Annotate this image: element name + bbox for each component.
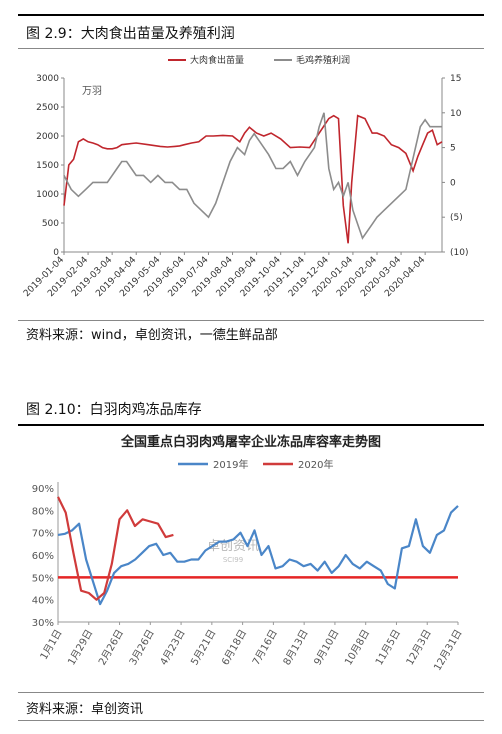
bottom-rule <box>18 720 484 721</box>
y-tick-label: 90% <box>32 484 54 495</box>
y-tick-label: 60% <box>32 551 54 562</box>
y-left-tick-label: 2000 <box>36 132 59 142</box>
y-right-tick-label: 0 <box>450 178 456 188</box>
series-line-profit <box>63 112 442 240</box>
y-left-tick-label: 1500 <box>36 161 59 171</box>
y-right-tick-label: 15 <box>450 74 461 84</box>
x-tick-label: 1月1日 <box>38 628 65 662</box>
chart-panel-2: 图 2.10：白羽肉鸡冻品库存 全国重点白羽肉鸡屠宰企业冻品库容率走势图 2019… <box>18 390 484 722</box>
chart-title: 全国重点白羽肉鸡屠宰企业冻品库容率走势图 <box>120 434 381 450</box>
legend-label-2019: 2019年 <box>213 458 248 471</box>
title-rule <box>18 48 484 49</box>
chart-panel-1: 图 2.9：大肉食出苗量及养殖利润 0 500 1000 1500 2000 2500 30… <box>18 14 484 354</box>
series-line-sprouts <box>63 114 443 244</box>
y-tick-label: 50% <box>32 573 54 584</box>
y-left-tick-label: 2500 <box>36 103 59 113</box>
y-right-tick-label: 10 <box>450 109 462 119</box>
x-tick-label: 7月16日 <box>250 628 280 668</box>
legend-label-2020: 2020年 <box>298 458 333 471</box>
y-tick-label: 80% <box>32 506 54 517</box>
x-tick-label: 10月8日 <box>342 628 372 668</box>
legend-label-sprouts: 大肉食出苗量 <box>190 54 244 66</box>
y-left-tick-label: 1000 <box>36 190 59 200</box>
y-tick-label: 30% <box>32 618 54 629</box>
x-tick-label: 12月31日 <box>431 628 464 673</box>
x-tick-label: 5月21日 <box>189 628 219 668</box>
source-rule <box>18 692 484 693</box>
source-text: 资料来源：wind，卓创资讯，一德生鲜品部 <box>26 328 278 343</box>
series-line-2019 <box>57 505 459 606</box>
y-tick-label: 40% <box>32 596 54 607</box>
y-left-tick-label: 0 <box>53 248 59 258</box>
panel-title: 图 2.10：白羽肉鸡冻品库存 <box>26 402 202 418</box>
source-text: 资料来源：卓创资讯 <box>26 702 144 717</box>
y-right-tick-label: (10) <box>450 248 468 258</box>
legend-label-profit: 毛鸡养殖利润 <box>296 54 350 66</box>
x-tick-label: 12月3日 <box>404 628 434 668</box>
top-rule <box>18 14 484 16</box>
chart-2-svg: 全国重点白羽肉鸡屠宰企业冻品库容率走势图 2019年 2020年 30% 40% 50% 6… <box>32 434 465 673</box>
x-tick-label: 2月26日 <box>96 628 126 668</box>
series-line-2020 <box>57 496 174 601</box>
unit-label: 万羽 <box>82 85 102 97</box>
x-tick-label: 9月10日 <box>312 628 342 668</box>
x-tick-label: 4月23日 <box>158 628 188 668</box>
source-rule <box>18 320 484 321</box>
y-right-tick-label: (5) <box>450 213 463 223</box>
y-left-tick-label: 500 <box>42 219 59 229</box>
y-left-tick-label: 3000 <box>36 74 59 84</box>
x-tick-label: 3月26日 <box>127 628 157 668</box>
y-right-tick-label: 5 <box>450 144 456 154</box>
x-tick-label: 8月13日 <box>281 628 311 668</box>
panel-title: 图 2.9：大肉食出苗量及养殖利润 <box>26 26 235 42</box>
x-tick-label: 6月18日 <box>219 628 249 668</box>
watermark-sub-text: SCI99 <box>223 556 243 564</box>
y-tick-label: 70% <box>32 529 54 540</box>
x-tick-label: 1月29日 <box>65 628 95 668</box>
x-tick-label: 11月5日 <box>373 628 403 668</box>
chart-1-svg: 050010001500200025003000(10)(5)051015万羽2… <box>22 54 468 299</box>
title-rule <box>18 424 484 426</box>
watermark-text: 卓创资讯 <box>207 539 259 554</box>
